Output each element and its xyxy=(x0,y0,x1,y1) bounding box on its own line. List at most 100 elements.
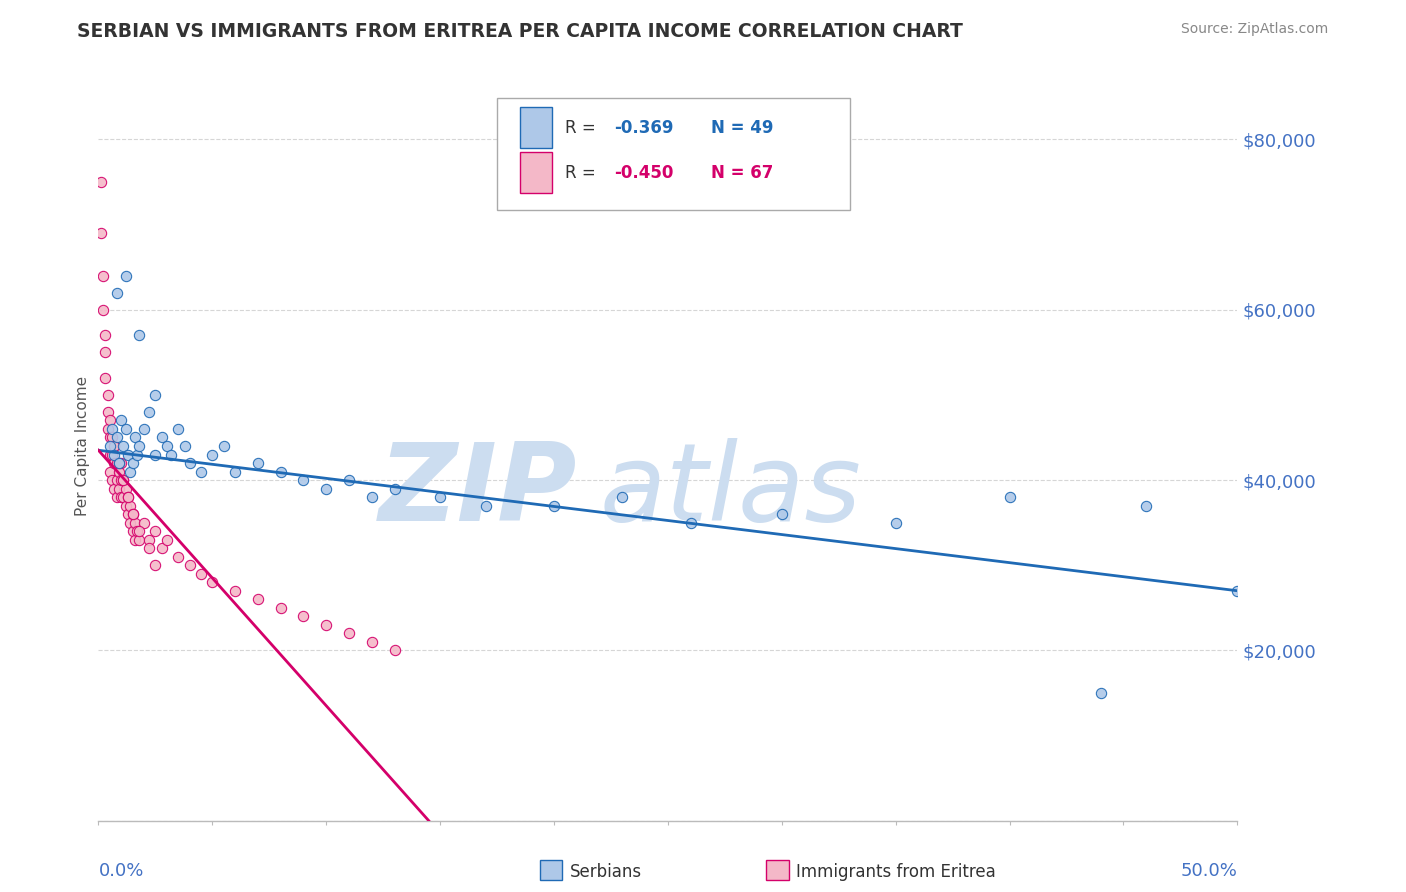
Point xyxy=(150,430,173,444)
Text: R =: R = xyxy=(565,119,602,136)
Point xyxy=(105,285,128,300)
Text: Serbians: Serbians xyxy=(569,863,641,881)
Point xyxy=(117,490,139,504)
FancyBboxPatch shape xyxy=(498,97,851,210)
Point xyxy=(103,439,125,453)
Text: SERBIAN VS IMMIGRANTS FROM ERITREA PER CAPITA INCOME CORRELATION CHART: SERBIAN VS IMMIGRANTS FROM ERITREA PER C… xyxy=(77,22,963,41)
Point xyxy=(94,345,117,359)
Point xyxy=(145,448,167,462)
Point xyxy=(679,516,702,530)
Point xyxy=(128,328,150,343)
Point xyxy=(124,516,146,530)
Point xyxy=(105,430,128,444)
Point xyxy=(101,422,124,436)
Point xyxy=(94,328,117,343)
Point xyxy=(292,473,315,487)
Point xyxy=(121,507,143,521)
Point xyxy=(1090,686,1112,700)
Point xyxy=(1226,583,1249,598)
Point xyxy=(270,600,292,615)
FancyBboxPatch shape xyxy=(520,152,551,193)
Point xyxy=(108,456,131,470)
Point xyxy=(112,439,135,453)
Point xyxy=(384,482,406,496)
Point xyxy=(112,473,135,487)
Point xyxy=(156,533,179,547)
FancyBboxPatch shape xyxy=(520,107,551,148)
Text: N = 67: N = 67 xyxy=(711,163,773,181)
Point xyxy=(360,490,382,504)
Point xyxy=(127,524,149,538)
Point xyxy=(132,422,155,436)
Point xyxy=(114,422,136,436)
Text: Immigrants from Eritrea: Immigrants from Eritrea xyxy=(796,863,995,881)
Point xyxy=(108,482,131,496)
Point xyxy=(190,465,212,479)
Text: ZIP: ZIP xyxy=(378,438,576,544)
Point xyxy=(121,456,143,470)
Point xyxy=(138,533,160,547)
Point xyxy=(101,448,124,462)
Point xyxy=(96,388,118,402)
Point xyxy=(770,507,793,521)
Point xyxy=(246,456,269,470)
Point xyxy=(108,456,131,470)
Point xyxy=(114,268,136,283)
Point xyxy=(246,592,269,607)
Point xyxy=(884,516,907,530)
Point xyxy=(612,490,634,504)
Point xyxy=(201,575,224,590)
Point xyxy=(156,439,179,453)
Point xyxy=(105,473,128,487)
Point xyxy=(179,456,201,470)
Point xyxy=(127,448,149,462)
Point xyxy=(117,490,139,504)
Point xyxy=(96,405,118,419)
Point xyxy=(190,566,212,581)
Text: 0.0%: 0.0% xyxy=(98,862,143,880)
Text: Source: ZipAtlas.com: Source: ZipAtlas.com xyxy=(1181,22,1329,37)
Point xyxy=(167,422,190,436)
Point xyxy=(174,439,197,453)
Point xyxy=(90,175,112,189)
Text: atlas: atlas xyxy=(599,439,862,543)
Text: 50.0%: 50.0% xyxy=(1181,862,1237,880)
Point xyxy=(124,430,146,444)
Point xyxy=(1135,499,1157,513)
Point xyxy=(337,626,360,640)
Point xyxy=(108,465,131,479)
Point xyxy=(124,533,146,547)
Point xyxy=(145,558,167,573)
Point xyxy=(179,558,201,573)
Point xyxy=(110,490,132,504)
Point xyxy=(120,499,142,513)
Point xyxy=(224,583,246,598)
Point xyxy=(103,482,125,496)
Point xyxy=(138,405,160,419)
Point xyxy=(90,226,112,240)
Point xyxy=(110,473,132,487)
Text: -0.450: -0.450 xyxy=(614,163,673,181)
Point xyxy=(145,524,167,538)
Point xyxy=(292,609,315,624)
Point xyxy=(98,413,121,427)
Text: N = 49: N = 49 xyxy=(711,119,773,136)
Point xyxy=(98,430,121,444)
Point xyxy=(315,482,337,496)
Point xyxy=(224,465,246,479)
Point xyxy=(91,268,114,283)
Point xyxy=(117,507,139,521)
Point xyxy=(121,524,143,538)
Point xyxy=(128,533,150,547)
Point xyxy=(543,499,565,513)
Point xyxy=(360,635,382,649)
Point xyxy=(145,388,167,402)
Point xyxy=(384,643,406,657)
Point xyxy=(201,448,224,462)
Point xyxy=(128,439,150,453)
Point xyxy=(474,499,496,513)
Text: R =: R = xyxy=(565,163,602,181)
Point xyxy=(132,516,155,530)
Y-axis label: Per Capita Income: Per Capita Income xyxy=(75,376,90,516)
Point xyxy=(998,490,1021,504)
